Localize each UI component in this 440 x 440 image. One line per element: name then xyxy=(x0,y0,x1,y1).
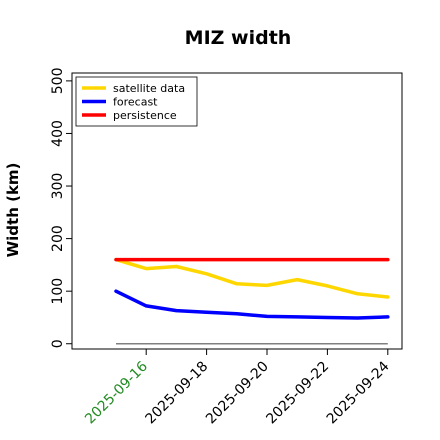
y-tick-label: 500 xyxy=(50,68,66,95)
series-line-satellite-data xyxy=(114,257,390,299)
legend-label: satellite data xyxy=(113,82,185,95)
plot-area xyxy=(71,72,403,350)
y-tick-label: 300 xyxy=(50,173,66,200)
series-line-forecast xyxy=(114,289,390,320)
x-tick-label: 2025-09-16 xyxy=(82,358,151,427)
y-axis-label: Width (km) xyxy=(4,163,22,258)
y-tick-label: 200 xyxy=(50,225,66,252)
y-tick-label: 400 xyxy=(50,120,66,147)
legend-label: persistence xyxy=(113,109,177,122)
legend-label: forecast xyxy=(113,96,158,109)
y-tick-label: 100 xyxy=(50,278,66,305)
chart-title: MIZ width xyxy=(185,27,292,49)
x-tick-label: 2025-09-18 xyxy=(143,359,212,428)
x-tick-label: 2025-09-22 xyxy=(263,359,332,428)
y-tick-label: 0 xyxy=(50,339,66,348)
x-tick-label: 2025-09-20 xyxy=(203,359,272,428)
x-tick-label: 2025-09-24 xyxy=(324,358,393,427)
